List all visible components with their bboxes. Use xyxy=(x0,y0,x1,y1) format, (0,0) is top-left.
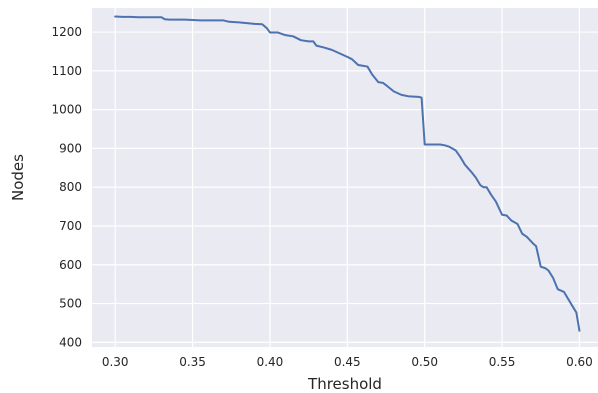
y-tick-label: 1100 xyxy=(51,64,82,78)
y-tick-labels: 400 500 600 700 800 900 1000 1100 1200 xyxy=(51,25,82,349)
y-tick-label: 1000 xyxy=(51,103,82,117)
series-line xyxy=(114,15,581,332)
x-tick-label: 0.55 xyxy=(489,355,516,369)
y-tick-label: 800 xyxy=(59,180,82,194)
x-tick-labels: 0.30 0.35 0.40 0.45 0.50 0.55 0.60 xyxy=(102,355,593,369)
y-tick-label: 900 xyxy=(59,141,82,155)
series-group xyxy=(114,15,581,332)
x-tick-label: 0.30 xyxy=(102,355,129,369)
x-tick-label: 0.40 xyxy=(257,355,284,369)
grid-lines xyxy=(92,8,598,347)
plot-background xyxy=(92,8,598,347)
x-tick-label: 0.45 xyxy=(334,355,361,369)
y-tick-label: 500 xyxy=(59,297,82,311)
x-axis-label: Threshold xyxy=(307,375,382,393)
y-tick-label: 600 xyxy=(59,258,82,272)
y-tick-label: 700 xyxy=(59,219,82,233)
y-tick-label: 400 xyxy=(59,335,82,349)
x-tick-label: 0.35 xyxy=(179,355,206,369)
x-tick-label: 0.50 xyxy=(411,355,438,369)
y-axis-label: Nodes xyxy=(9,154,27,201)
y-tick-label: 1200 xyxy=(51,25,82,39)
x-tick-label: 0.60 xyxy=(566,355,593,369)
